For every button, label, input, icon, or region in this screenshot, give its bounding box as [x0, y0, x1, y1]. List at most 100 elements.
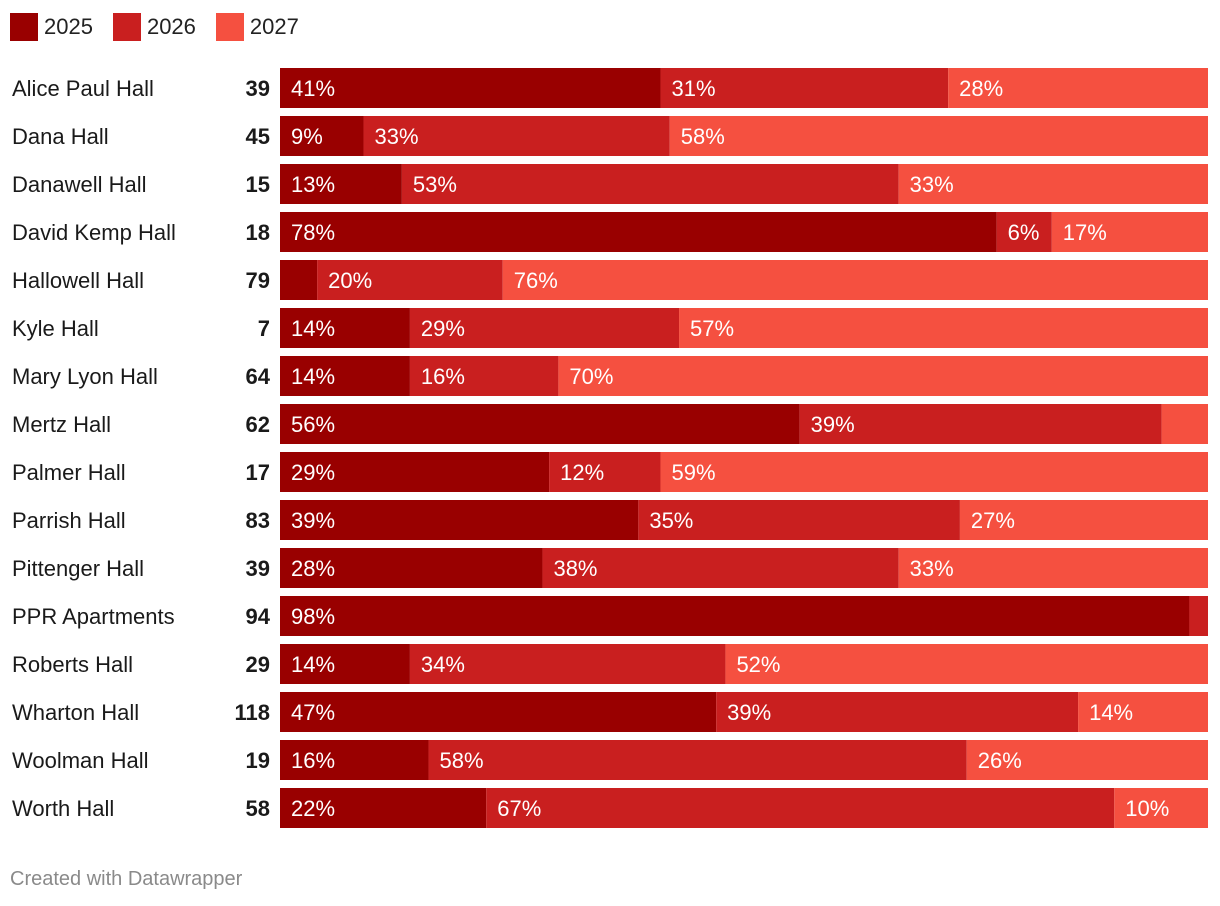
bar-segment-2025[interactable]	[280, 404, 800, 444]
bar-segment-2026[interactable]	[716, 692, 1079, 732]
bar-segment-2026[interactable]	[428, 740, 967, 780]
bar-segment-2025[interactable]	[280, 260, 318, 300]
legend-label: 2027	[249, 14, 299, 39]
bar-segment-2026[interactable]	[409, 644, 726, 684]
data-label: 41%	[291, 76, 335, 101]
bar-segment-2026[interactable]	[799, 404, 1162, 444]
data-label: 34%	[421, 652, 465, 677]
bar-segment-2026[interactable]	[317, 260, 503, 300]
legend-label: 2026	[146, 14, 196, 39]
bar-segment-2027[interactable]	[669, 116, 1208, 156]
bar-segment-2026[interactable]	[409, 356, 559, 396]
bar-segment-2025[interactable]	[280, 548, 543, 588]
bar-segment-2027[interactable]	[966, 740, 1208, 780]
data-label: 27%	[971, 508, 1015, 533]
bar-row: Wharton Hall 118 47% 39% 14%	[12, 692, 1208, 732]
bar-row: Woolman Hall 19 16% 58% 26%	[12, 740, 1208, 780]
bar-segment-2027[interactable]	[1114, 788, 1208, 828]
footer-credit[interactable]: Created with Datawrapper	[10, 868, 243, 890]
row-label: PPR Apartments	[12, 604, 175, 629]
row-label: Palmer Hall	[12, 460, 126, 485]
bar-segment-2026[interactable]	[486, 788, 1115, 828]
bar-segment-2027[interactable]	[502, 260, 1209, 300]
data-label: 67%	[497, 796, 541, 821]
data-label: 47%	[291, 700, 335, 725]
row-total: 62	[246, 412, 270, 437]
bar-row: Worth Hall 58 22% 67% 10%	[12, 788, 1208, 828]
bar-segment-2027[interactable]	[660, 452, 1208, 492]
bar-segment-2025[interactable]	[280, 740, 429, 780]
bar-segment-2025[interactable]	[280, 116, 364, 156]
bar-segment-2025[interactable]	[280, 68, 661, 108]
bar-row: Mary Lyon Hall 64 14% 16% 70%	[12, 356, 1208, 396]
bar-segment-2027[interactable]	[1161, 404, 1208, 444]
row-label: Dana Hall	[12, 124, 109, 149]
bar-segment-2026[interactable]	[996, 212, 1052, 252]
bar-segment-2026[interactable]	[638, 500, 960, 540]
bar-segment-2027[interactable]	[558, 356, 1208, 396]
legend-swatch	[215, 13, 244, 41]
data-label: 9%	[291, 124, 323, 149]
row-total: 39	[246, 76, 270, 101]
row-label: Hallowell Hall	[12, 268, 144, 293]
bar-segment-2025[interactable]	[280, 212, 997, 252]
bar-segment-2027[interactable]	[898, 164, 1208, 204]
data-label: 6%	[1008, 220, 1040, 245]
legend-label: 2025	[44, 14, 93, 39]
bar-segment-2025[interactable]	[280, 164, 402, 204]
bar-segment-2025[interactable]	[280, 692, 717, 732]
data-label: 39%	[727, 700, 771, 725]
bar-segment-2025[interactable]	[280, 644, 410, 684]
row-total: 118	[235, 700, 271, 725]
bar-row: Danawell Hall 15 13% 53% 33%	[12, 164, 1208, 204]
bar-segment-2027[interactable]	[898, 548, 1208, 588]
data-label: 33%	[910, 556, 954, 581]
row-label: David Kemp Hall	[12, 220, 176, 245]
bar-segment-2027[interactable]	[959, 500, 1208, 540]
bar-segment-2026[interactable]	[401, 164, 899, 204]
bar-segment-2026[interactable]	[363, 116, 670, 156]
bar-segment-2026[interactable]	[1189, 596, 1208, 636]
data-label: 17%	[1063, 220, 1107, 245]
data-label: 14%	[291, 316, 335, 341]
bar-row: Dana Hall 45 9% 33% 58%	[12, 116, 1208, 156]
bar-segment-2025[interactable]	[280, 596, 1190, 636]
data-label: 35%	[649, 508, 693, 533]
bar-row: Mertz Hall 62 56% 39%	[12, 404, 1208, 444]
bar-segment-2027[interactable]	[1051, 212, 1208, 252]
data-label: 56%	[291, 412, 335, 437]
data-label: 98%	[291, 604, 335, 629]
bar-segment-2027[interactable]	[679, 308, 1208, 348]
bar-segment-2026[interactable]	[549, 452, 661, 492]
data-label: 13%	[291, 172, 335, 197]
bar-segment-2025[interactable]	[280, 452, 550, 492]
bar-segment-2026[interactable]	[660, 68, 949, 108]
bar-segment-2025[interactable]	[280, 788, 487, 828]
row-label: Danawell Hall	[12, 172, 147, 197]
bar-row: Alice Paul Hall 39 41% 31% 28%	[12, 68, 1208, 108]
bar-segment-2027[interactable]	[948, 68, 1208, 108]
bar-segment-2027[interactable]	[725, 644, 1208, 684]
row-total: 17	[246, 460, 270, 485]
row-label: Roberts Hall	[12, 652, 133, 677]
bar-segment-2026[interactable]	[542, 548, 899, 588]
bar-segment-2025[interactable]	[280, 500, 639, 540]
bar-row: Pittenger Hall 39 28% 38% 33%	[12, 548, 1208, 588]
row-total: 19	[246, 748, 270, 773]
legend-item-2026: 2026	[112, 13, 196, 41]
row-total: 58	[246, 796, 270, 821]
bar-segment-2026[interactable]	[409, 308, 680, 348]
bar-segment-2025[interactable]	[280, 308, 410, 348]
legend: 2025 2026 2027	[10, 12, 319, 42]
row-total: 94	[246, 604, 271, 629]
data-label: 57%	[690, 316, 734, 341]
data-label: 29%	[291, 460, 335, 485]
data-label: 38%	[553, 556, 597, 581]
bar-row: Kyle Hall 7 14% 29% 57%	[12, 308, 1208, 348]
data-label: 39%	[811, 412, 855, 437]
bar-segment-2025[interactable]	[280, 356, 410, 396]
data-label: 59%	[671, 460, 715, 485]
bar-segment-2027[interactable]	[1078, 692, 1208, 732]
data-label: 31%	[671, 76, 715, 101]
row-label: Alice Paul Hall	[12, 76, 154, 101]
